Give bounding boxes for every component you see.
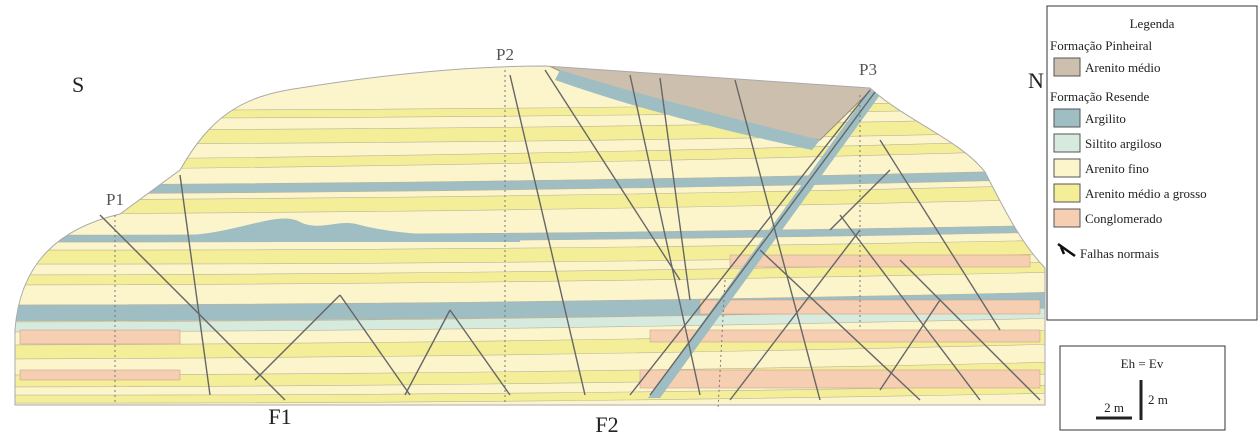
conglomerate [20,330,180,344]
fault-label: F1 [268,404,291,429]
legend-swatch [1054,184,1080,202]
legend-swatch [1054,209,1080,227]
fault-label: F2 [595,412,618,437]
fault-labels: F1 F2 [268,404,618,437]
outcrop [0,0,1060,437]
scale-horizontal: 2 m [1104,400,1124,415]
conglomerate [650,330,1040,342]
legend-swatch [1054,159,1080,177]
legend-swatch [1054,134,1080,152]
legend-group: Formação Pinheiral [1050,38,1153,53]
north-label: N [1028,68,1044,93]
profile-label: P1 [106,190,124,209]
legend-item: Conglomerado [1085,211,1162,226]
legend-item: Arenito fino [1085,161,1149,176]
south-label: S [72,72,84,97]
legend-group: Formação Resende [1050,89,1150,104]
cross-section: S N P1 P2 P3 F1 F2 Legenda Formação Pinheira… [0,0,1260,437]
conglomerate [640,370,1040,388]
legend-item: Siltito argiloso [1085,136,1162,151]
scale-vertical: 2 m [1148,392,1168,407]
conglomerate [20,370,180,380]
legend-swatch [1054,109,1080,127]
legend-item: Arenito médio [1085,60,1160,75]
legend-swatch [1054,58,1080,76]
scale-ratio: Eh = Ev [1121,356,1164,371]
conglomerate [730,255,1030,267]
legend-title: Legenda [1130,16,1175,31]
profile-label: P3 [859,60,877,79]
profile-label: P2 [496,45,514,64]
legend-item: Arenito médio a grosso [1085,186,1207,201]
legend-fault: Falhas normais [1080,246,1159,261]
legend-item: Argilito [1085,111,1126,126]
